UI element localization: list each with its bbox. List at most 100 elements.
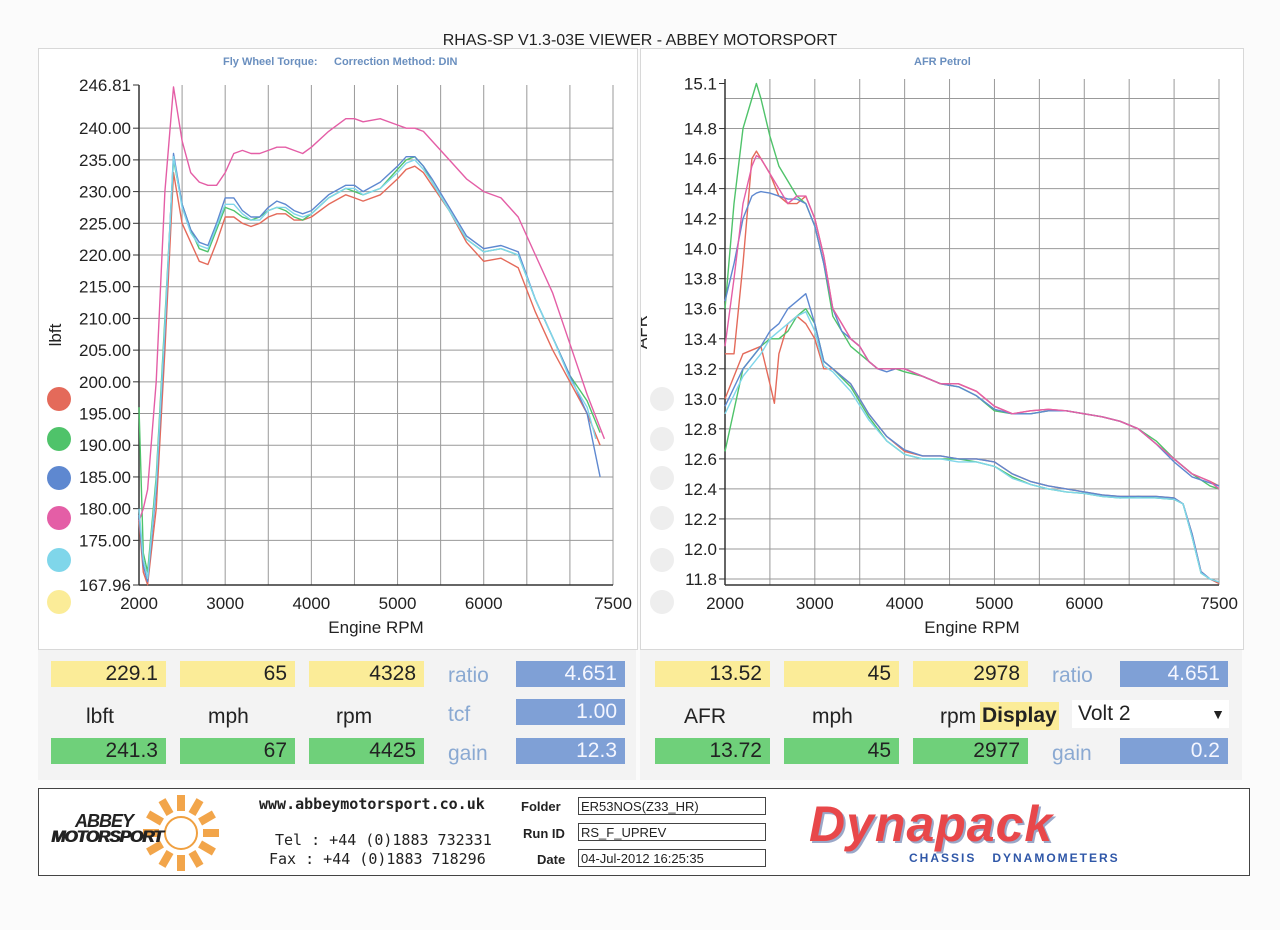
unit-rpm: rpm: [336, 705, 373, 728]
y-tick-label: 240.00: [79, 119, 131, 138]
x-tick-label: 7500: [594, 594, 632, 613]
x-tick-label: 3000: [796, 594, 834, 613]
legend-dot-empty[interactable]: [650, 548, 674, 572]
folder-label: Folder: [521, 799, 561, 814]
abbey-logo-line1: ABBEY: [75, 811, 134, 831]
y-tick-label: 14.4: [684, 180, 717, 199]
cursor-speed-value: 45: [784, 661, 899, 687]
y-tick-label: 195.00: [79, 405, 131, 424]
gain-label: gain: [1052, 742, 1092, 765]
abbey-logo: ABBEY MOTORSPORT: [43, 793, 223, 871]
footer-banner: ABBEY MOTORSPORT www.abbeymotorsport.co.…: [38, 788, 1250, 876]
y-tick-label: 12.8: [684, 420, 717, 439]
series-line-1: [138, 155, 601, 573]
y-axis-label: AFR: [641, 315, 651, 349]
y-tick-label: 225.00: [79, 214, 131, 233]
cursor-rpm-value: 2978: [913, 661, 1028, 687]
chevron-down-icon: ▼: [1211, 706, 1225, 722]
series-line-5: [724, 308, 1220, 583]
cursor-torque-value: 229.1: [51, 661, 166, 687]
torque-chart: 246.81 240.00 235.00 230.00 225.00 220.00 215.…: [46, 76, 632, 637]
legend-dot-blue[interactable]: [47, 466, 71, 490]
date-field[interactable]: 04-Jul-2012 16:25:35: [578, 849, 766, 867]
y-tick-label: 11.8: [685, 570, 717, 589]
x-tick-label: 6000: [1065, 594, 1103, 613]
series-line-4: [138, 155, 597, 580]
display-select[interactable]: Volt 2 ▼: [1072, 700, 1229, 728]
y-tick-label: 230.00: [79, 183, 131, 202]
legend-dot-empty[interactable]: [650, 590, 674, 614]
legend-dot-empty[interactable]: [650, 466, 674, 490]
y-tick-label: 12.6: [684, 450, 717, 469]
series-line-1: [724, 82, 1220, 490]
tcf-value[interactable]: 1.00: [516, 699, 625, 725]
ratio-value[interactable]: 4.651: [1120, 661, 1228, 687]
date-label: Date: [537, 852, 566, 867]
y-tick-label: 14.0: [684, 240, 717, 259]
legend-dot-empty[interactable]: [650, 427, 674, 451]
y-tick-label: 13.4: [684, 330, 717, 349]
y-tick-label: 12.4: [684, 480, 717, 499]
y-tick-label: 205.00: [79, 341, 131, 360]
x-tick-label: 6000: [465, 594, 503, 613]
y-tick-label: 12.0: [684, 540, 717, 559]
x-tick-label: 4000: [292, 594, 330, 613]
folder-field[interactable]: ER53NOS(Z33_HR): [578, 797, 766, 815]
legend-dot-green[interactable]: [47, 427, 71, 451]
gain-value[interactable]: 12.3: [516, 738, 625, 764]
y-tick-label: 220.00: [79, 246, 131, 265]
series-line-3: [724, 154, 1220, 490]
x-tick-label: 3000: [206, 594, 244, 613]
cursor-speed-value: 65: [180, 661, 295, 687]
y-axis-label: lbft: [46, 323, 65, 346]
x-tick-label: 2000: [120, 594, 158, 613]
afr-chart-panel: 15.1 14.8 14.6 14.4 14.2 14.0 13.8 13.6 13.4 13.2…: [632, 48, 1244, 650]
unit-afr: AFR: [684, 705, 726, 728]
y-tick-label: 14.6: [684, 150, 717, 169]
y-tick-label: 200.00: [79, 373, 131, 392]
y-tick-label: 14.2: [684, 210, 717, 229]
legend-dot-empty[interactable]: [650, 506, 674, 530]
afr-subtitle: AFR Petrol: [914, 56, 971, 68]
y-tick-label: 175.00: [79, 531, 131, 550]
afr-chart: 15.1 14.8 14.6 14.4 14.2 14.0 13.8 13.6 13.4 13.2…: [632, 75, 1238, 637]
legend-dot-empty[interactable]: [650, 387, 674, 411]
dynapack-logo: Dynapack: [809, 796, 1054, 852]
peak-rpm-value: 2977: [913, 738, 1028, 764]
fax: Fax : +44 (0)1883 718296: [269, 850, 486, 868]
series-line-4: [724, 315, 1220, 585]
y-tick-label: 13.2: [684, 360, 717, 379]
ratio-value[interactable]: 4.651: [516, 661, 625, 687]
correction-method: Correction Method: DIN: [334, 56, 458, 68]
x-tick-label: 5000: [379, 594, 417, 613]
cursor-rpm-value: 4328: [309, 661, 424, 687]
x-tick-label: 4000: [886, 594, 924, 613]
x-axis-label: Engine RPM: [328, 618, 423, 637]
y-tick-label: 13.6: [684, 300, 717, 319]
y-tick-label: 12.2: [684, 510, 717, 529]
display-label: Display: [980, 702, 1059, 730]
y-tick-label: 235.00: [79, 151, 131, 170]
unit-lbft: lbft: [86, 705, 115, 728]
y-tick-label: 210.00: [79, 309, 131, 328]
gain-value[interactable]: 0.2: [1120, 738, 1228, 764]
x-tick-label: 7500: [1200, 594, 1238, 613]
legend-dot-cyan[interactable]: [47, 548, 71, 572]
unit-mph: mph: [812, 705, 853, 728]
peak-speed-value: 67: [180, 738, 295, 764]
legend-dot-yellow[interactable]: [47, 590, 71, 614]
series-line-6: [724, 292, 1220, 583]
legend-dot-red[interactable]: [47, 387, 71, 411]
y-tick-label: 13.8: [684, 270, 717, 289]
y-tick-label: 13.0: [684, 390, 717, 409]
display-select-value: Volt 2: [1078, 702, 1131, 725]
runid-field[interactable]: RS_F_UPREV: [578, 823, 766, 841]
gain-label: gain: [448, 742, 488, 765]
y-tick-label: 215.00: [79, 278, 131, 297]
series-line-7: [724, 311, 1220, 583]
legend-dot-pink[interactable]: [47, 506, 71, 530]
sun-logo-icon: [143, 795, 219, 871]
website-link[interactable]: www.abbeymotorsport.co.uk: [259, 795, 485, 813]
dynapack-tagline: CHASSIS DYNAMOMETERS: [909, 851, 1120, 865]
